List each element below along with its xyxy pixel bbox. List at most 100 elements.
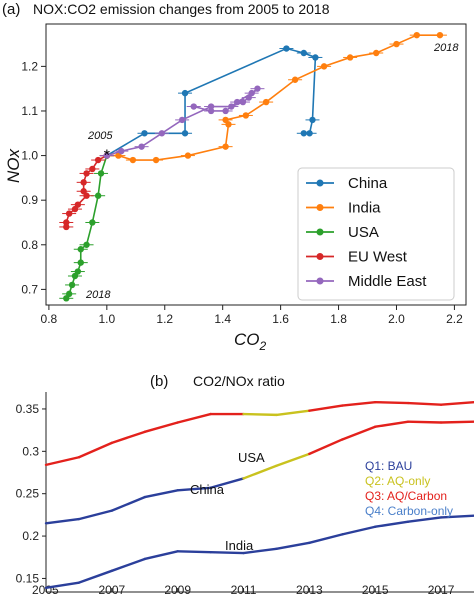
series-segment-india (406, 516, 443, 523)
x-tick-label: 1.4 (214, 312, 231, 326)
series-usa (44, 400, 474, 467)
y-tick-label: 0.25 (16, 487, 40, 501)
data-point (312, 54, 319, 61)
panel-b-line-label-india: India (225, 538, 254, 553)
series-segment-china (143, 489, 179, 499)
series-segment-usa (374, 400, 410, 405)
data-point (63, 223, 70, 231)
data-point (248, 89, 255, 97)
data-point (222, 143, 229, 150)
series-segment-china (176, 486, 212, 492)
series-segment-usa (242, 412, 278, 417)
x-tick-label: 2011 (231, 583, 257, 596)
series-segment-china (44, 517, 81, 525)
panel-a-annotation-2018-india: 2018 (433, 42, 459, 54)
data-point (65, 210, 73, 217)
series-segment-usa (176, 412, 212, 424)
series-segment-india (374, 520, 410, 528)
data-point (80, 179, 87, 186)
series-segment-usa (439, 400, 474, 406)
series-segment-india (44, 581, 81, 589)
series-line-china (106, 47, 317, 157)
data-point (68, 281, 76, 289)
panel-b-axes: 0.15 0.2 0.25 0.3 0.35 2005 2007 2009 2011 2013 20… (16, 392, 474, 596)
y-tick-label: 0.3 (22, 444, 39, 458)
origin-star-marker: * (104, 148, 110, 165)
series-segment-usa (406, 401, 443, 406)
series-segment-india (143, 550, 179, 561)
series-segment-india (209, 550, 245, 555)
legend-q3-aq-carbon: Q3: AQ/Carbon (365, 489, 447, 503)
panel-a-annotation-2005: 2005 (87, 130, 113, 142)
legend-q4-carbon-only: Q4: Carbon-only (365, 504, 453, 518)
panel-a-xlabel: CO2 (234, 330, 267, 353)
panel-a-title: NOX:CO2 emission changes from 2005 to 20… (33, 1, 330, 17)
data-point (222, 107, 229, 115)
series-segment-china (341, 425, 377, 441)
panel-b-line-label-usa: USA (238, 450, 265, 465)
data-point (71, 205, 79, 213)
series-china (99, 45, 323, 159)
series-india (44, 514, 474, 589)
series-segment-usa (341, 400, 377, 407)
y-tick-label: 0.15 (16, 571, 40, 585)
x-tick-label: 0.8 (41, 312, 58, 326)
data-point (181, 89, 189, 97)
x-tick-label: 1.6 (272, 312, 289, 326)
panel-a-plot: * (59, 31, 447, 302)
legend-swatch-dot (316, 228, 324, 236)
panel-a-legend: China India USA EU West Middle East (297, 167, 455, 301)
data-point (300, 49, 307, 57)
x-tick-label: 2017 (428, 583, 455, 596)
y-tick-label: 1.1 (21, 104, 38, 118)
series-segment-india (341, 525, 377, 536)
y-tick-label: 1.0 (21, 149, 38, 163)
x-tick-label: 1.2 (156, 312, 173, 326)
y-tick-label: 0.2 (22, 529, 39, 543)
data-point (291, 76, 299, 83)
data-point (262, 98, 270, 106)
series-segment-india (275, 541, 311, 550)
series-segment-china (374, 420, 410, 428)
series-segment-china (275, 452, 311, 467)
series-segment-usa (143, 421, 179, 434)
legend-label-middle-east: Middle East (348, 273, 427, 290)
panel-a-axes: 0.8 1.0 1.2 1.4 1.6 1.8 2.0 2.2 0.7 0.8 0.9 1.0 1.1 1… (21, 23, 467, 326)
panel-b-line-label-china: China (190, 482, 225, 497)
data-point (94, 156, 102, 164)
series-segment-india (242, 547, 278, 555)
panel-a-legend-frame (297, 167, 455, 301)
data-point (77, 259, 84, 266)
data-point (346, 54, 354, 61)
panel-a-frame (45, 23, 467, 306)
series-segment-india (110, 557, 146, 573)
data-point (233, 98, 241, 106)
legend-swatch-dot (316, 204, 324, 211)
panel-a-annotation-2018-usa: 2018 (85, 289, 111, 301)
data-point (83, 192, 90, 199)
panel-a-xlabel-subscript: 2 (259, 339, 267, 353)
legend-q1-bau: Q1: BAU (365, 459, 412, 473)
data-point (94, 192, 102, 199)
series-segment-usa (308, 404, 344, 412)
data-point (83, 170, 90, 177)
panel-a-xlabel-text: CO (234, 330, 260, 349)
series-segment-usa (44, 456, 81, 467)
series-segment-usa (275, 409, 311, 417)
data-point (300, 130, 307, 137)
data-point (436, 31, 444, 39)
legend-swatch-dot (316, 179, 324, 187)
data-point (320, 63, 328, 70)
series-segment-china (406, 420, 443, 424)
x-tick-label: 2007 (98, 583, 125, 596)
legend-q2-aq-only: Q2: AQ-only (365, 474, 430, 488)
panel-b-title: CO2/NOx ratio (193, 373, 285, 389)
series-segment-china (242, 464, 278, 480)
x-tick-label: 1.8 (330, 312, 347, 326)
series-segment-china (77, 509, 114, 521)
legend-swatch-dot (316, 277, 324, 285)
data-point (152, 156, 160, 164)
y-tick-label: 0.7 (21, 282, 38, 296)
